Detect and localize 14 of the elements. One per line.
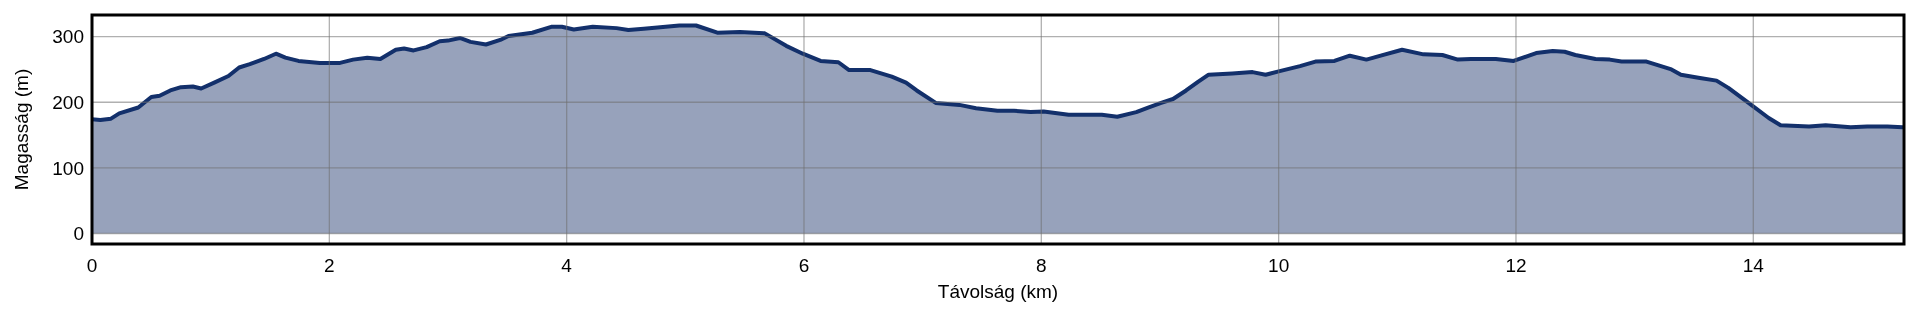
y-tick-label: 200 bbox=[52, 91, 84, 113]
x-axis-title: Távolság (km) bbox=[937, 281, 1059, 302]
x-tick-label: 0 bbox=[86, 255, 98, 276]
y-tick-label: 100 bbox=[52, 157, 84, 179]
x-tick-label: 2 bbox=[324, 255, 335, 276]
x-tick-label: 10 bbox=[1268, 255, 1290, 276]
x-tick-label: 12 bbox=[1505, 255, 1527, 276]
x-tick-label: 8 bbox=[1036, 255, 1047, 276]
x-tick-label: 6 bbox=[798, 255, 810, 276]
y-tick-label: 0 bbox=[73, 223, 84, 245]
y-tick-label: 300 bbox=[52, 26, 84, 48]
y-axis-title: Magasság (m) bbox=[11, 68, 32, 191]
x-tick-label: 14 bbox=[1742, 255, 1765, 276]
x-tick-label: 4 bbox=[561, 255, 573, 276]
